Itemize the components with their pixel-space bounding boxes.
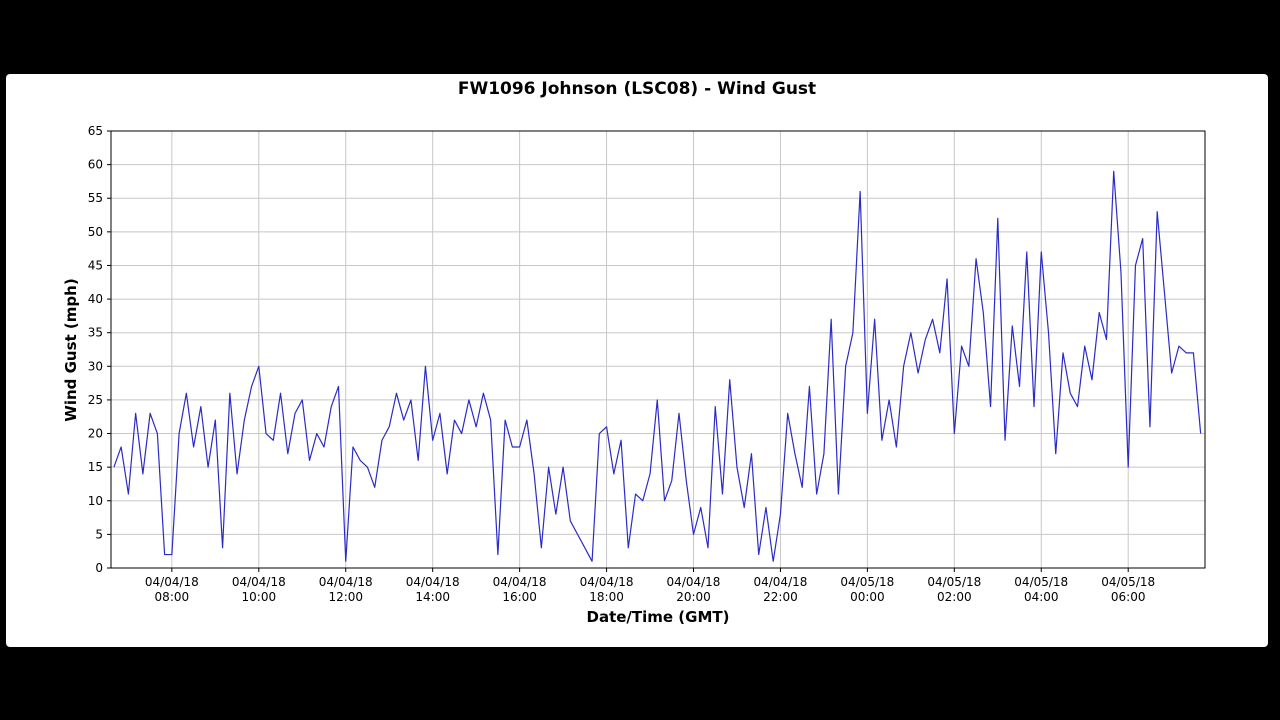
y-tick-label: 60 xyxy=(88,158,103,172)
x-tick-label: 04/04/18 12:00 xyxy=(319,575,373,604)
y-tick-label: 10 xyxy=(88,494,103,508)
y-tick-label: 20 xyxy=(88,427,103,441)
x-tick-label: 04/04/18 22:00 xyxy=(753,575,807,604)
y-tick-label: 15 xyxy=(88,460,103,474)
y-axis-label: Wind Gust (mph) xyxy=(62,278,80,421)
y-tick-label: 5 xyxy=(95,527,103,541)
y-tick-label: 25 xyxy=(88,393,103,407)
y-tick-label: 45 xyxy=(88,258,103,272)
x-tick-label: 04/05/18 00:00 xyxy=(840,575,894,604)
y-tick-label: 50 xyxy=(88,225,103,239)
y-tick-label: 0 xyxy=(95,561,103,575)
y-tick-label: 35 xyxy=(88,326,103,340)
chart-panel xyxy=(6,74,1268,647)
chart-title: FW1096 Johnson (LSC08) - Wind Gust xyxy=(458,79,816,99)
x-tick-label: 04/04/18 18:00 xyxy=(580,575,634,604)
y-tick-label: 65 xyxy=(88,124,103,138)
x-tick-label: 04/04/18 10:00 xyxy=(232,575,286,604)
plot-frame xyxy=(110,130,1206,569)
y-tick-label: 40 xyxy=(88,292,103,306)
x-tick-label: 04/04/18 08:00 xyxy=(145,575,199,604)
data-line xyxy=(113,170,1202,562)
x-tick-label: 04/05/18 02:00 xyxy=(927,575,981,604)
x-tick-label: 04/04/18 20:00 xyxy=(667,575,721,604)
x-tick-label: 04/04/18 16:00 xyxy=(493,575,547,604)
x-tick-label: 04/04/18 14:00 xyxy=(406,575,460,604)
y-tick-label: 55 xyxy=(88,191,103,205)
x-tick-label: 04/05/18 04:00 xyxy=(1014,575,1068,604)
x-tick-label: 04/05/18 06:00 xyxy=(1101,575,1155,604)
x-axis-label: Date/Time (GMT) xyxy=(587,608,730,626)
y-tick-label: 30 xyxy=(88,359,103,373)
